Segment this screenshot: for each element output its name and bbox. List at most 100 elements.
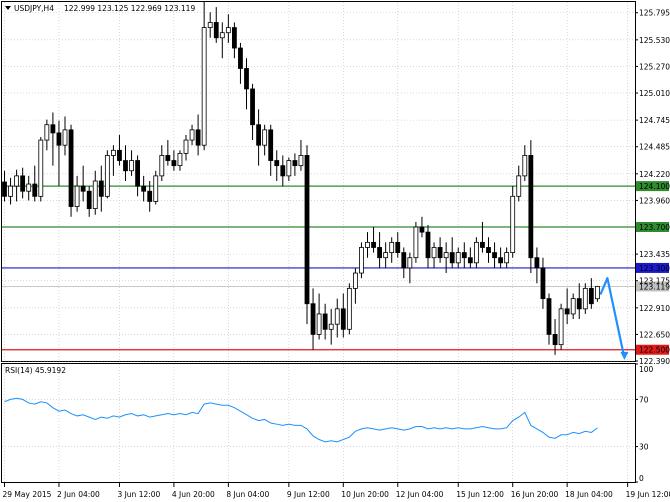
candle[interactable] [153,170,159,205]
candle[interactable] [32,165,38,202]
candle[interactable] [401,247,407,279]
candle[interactable] [419,216,425,238]
candle[interactable] [14,169,20,202]
candle[interactable] [171,150,177,171]
candle[interactable] [359,242,364,279]
candle[interactable] [231,22,237,59]
candle[interactable] [26,175,32,201]
candle[interactable] [437,237,443,263]
candle[interactable] [280,155,286,187]
candle[interactable] [304,145,310,325]
candle[interactable] [201,2,207,151]
candle[interactable] [44,119,50,151]
candle[interactable] [80,165,86,202]
candle[interactable] [310,288,316,350]
candle[interactable] [492,242,497,268]
candle[interactable] [56,120,62,187]
candle[interactable] [183,134,189,161]
candle[interactable] [582,283,588,314]
candle[interactable] [316,293,322,340]
candle[interactable] [546,293,552,345]
candle[interactable] [528,140,534,274]
candle[interactable] [111,145,116,176]
candle[interactable] [480,221,485,253]
candle[interactable] [346,283,352,335]
candle[interactable] [20,167,26,199]
candle[interactable] [449,237,455,268]
candle[interactable] [189,124,195,146]
candle[interactable] [540,257,546,309]
candle[interactable] [8,177,13,205]
candle[interactable] [38,137,44,202]
candle[interactable] [570,293,576,320]
candle[interactable] [98,165,104,212]
candle[interactable] [219,22,225,59]
candles[interactable] [2,2,600,355]
candle[interactable] [123,145,128,181]
candle[interactable] [2,170,7,202]
candle[interactable] [558,303,564,350]
candle[interactable] [177,150,183,171]
candle[interactable] [256,109,262,166]
candle[interactable] [328,308,334,345]
candle[interactable] [467,247,473,268]
candle[interactable] [195,114,201,156]
candle[interactable] [62,116,68,156]
candle[interactable] [588,278,594,309]
candle[interactable] [552,319,558,355]
candle[interactable] [322,303,328,340]
candle[interactable] [595,285,600,302]
candle[interactable] [365,232,370,258]
candle[interactable] [117,134,122,166]
candle[interactable] [274,150,280,181]
candle[interactable] [292,153,298,176]
candle[interactable] [225,14,231,43]
candle[interactable] [74,175,80,212]
candle[interactable] [238,42,243,84]
candle[interactable] [50,112,56,166]
candle[interactable] [576,283,582,320]
candle[interactable] [395,232,401,258]
candle[interactable] [461,242,467,268]
candle[interactable] [352,267,358,304]
candle[interactable] [298,140,304,171]
candle[interactable] [413,221,419,263]
candle[interactable] [504,247,510,268]
candle[interactable] [473,237,479,268]
candle[interactable] [244,58,249,110]
candle[interactable] [68,124,74,217]
candle[interactable] [250,83,255,141]
candle[interactable] [564,288,570,325]
candle[interactable] [104,150,110,199]
candle[interactable] [262,124,268,156]
candle[interactable] [268,124,274,176]
candle[interactable] [377,232,383,268]
candle[interactable] [407,252,413,284]
candle[interactable] [425,224,431,268]
candle[interactable] [135,155,141,197]
candle[interactable] [389,237,395,263]
candle[interactable] [165,140,171,166]
candle[interactable] [129,150,134,176]
candle[interactable] [147,180,153,212]
candle[interactable] [86,186,92,217]
candle[interactable] [92,170,98,215]
candle[interactable] [516,165,522,202]
candle[interactable] [443,242,449,274]
candle[interactable] [340,293,346,338]
candle[interactable] [334,298,340,338]
candle[interactable] [498,247,504,268]
candle[interactable] [159,145,165,181]
candle[interactable] [207,12,213,38]
candle[interactable] [371,227,376,253]
candle[interactable] [383,242,389,268]
candle[interactable] [141,175,147,202]
candle[interactable] [431,242,437,268]
candle[interactable] [486,237,491,263]
candle[interactable] [510,186,516,258]
candle[interactable] [286,157,292,181]
candle[interactable] [455,247,461,268]
dropdown-triangle-icon[interactable] [5,6,11,10]
candle[interactable] [213,7,219,43]
